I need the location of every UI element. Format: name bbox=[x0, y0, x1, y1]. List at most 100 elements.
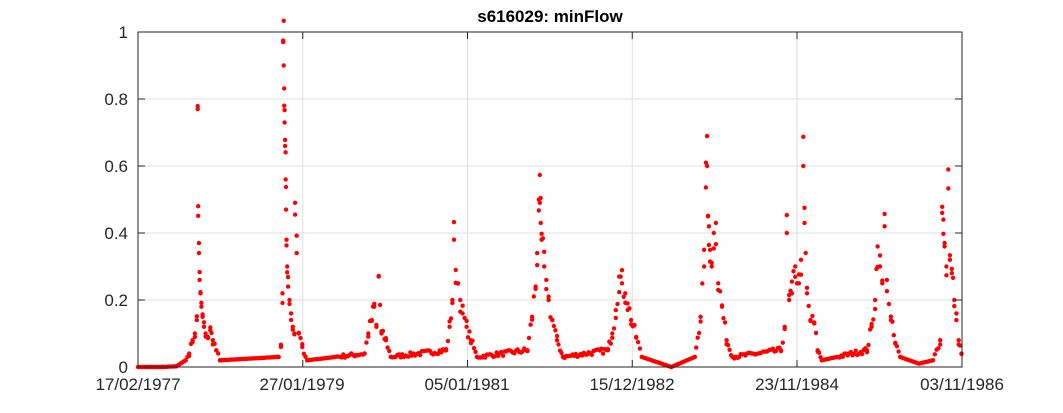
data-point bbox=[195, 106, 200, 112]
data-point bbox=[216, 351, 221, 356]
data-point bbox=[853, 348, 858, 353]
chart-title: s616029: minFlow bbox=[477, 7, 623, 26]
data-point bbox=[560, 354, 566, 360]
data-point bbox=[448, 316, 454, 321]
data-point bbox=[458, 297, 463, 303]
data-point bbox=[615, 301, 620, 307]
axis-ticks bbox=[137, 31, 963, 368]
data-point bbox=[417, 352, 423, 358]
data-point bbox=[940, 210, 945, 216]
data-point bbox=[282, 103, 287, 108]
data-point bbox=[535, 262, 540, 268]
data-point bbox=[525, 348, 530, 353]
data-point bbox=[947, 253, 953, 258]
data-point bbox=[205, 334, 211, 340]
data-point bbox=[617, 274, 622, 279]
x-tick-labels: 17/02/1977 27/01/1979 05/01/1981 15/12/1… bbox=[95, 375, 1003, 394]
data-point bbox=[700, 281, 705, 286]
data-point bbox=[801, 134, 806, 139]
data-point bbox=[778, 348, 784, 353]
data-point bbox=[288, 317, 294, 323]
data-point bbox=[546, 297, 551, 303]
data-point bbox=[292, 212, 298, 217]
data-point bbox=[542, 249, 547, 254]
data-point bbox=[296, 331, 301, 336]
data-point bbox=[276, 354, 281, 360]
data-point bbox=[282, 86, 287, 91]
data-point bbox=[285, 270, 290, 275]
data-point bbox=[406, 354, 411, 359]
data-point bbox=[526, 335, 532, 341]
data-point bbox=[938, 338, 943, 343]
data-point bbox=[460, 311, 465, 316]
data-point bbox=[730, 354, 735, 360]
data-point bbox=[884, 277, 890, 283]
y-tick-label: 0.8 bbox=[104, 90, 128, 109]
data-point bbox=[535, 250, 540, 256]
data-point bbox=[292, 200, 298, 205]
data-point bbox=[282, 143, 288, 149]
data-point bbox=[287, 301, 292, 307]
x-tick-label: 27/01/1979 bbox=[259, 375, 344, 394]
data-point bbox=[305, 358, 310, 363]
data-point bbox=[468, 338, 474, 343]
data-point bbox=[600, 351, 606, 356]
data-point bbox=[946, 167, 951, 172]
data-point bbox=[806, 303, 811, 309]
data-point bbox=[280, 300, 285, 306]
data-point bbox=[447, 324, 452, 329]
data-point bbox=[625, 301, 630, 306]
data-point bbox=[793, 264, 798, 269]
data-point bbox=[617, 289, 622, 295]
data-point bbox=[196, 204, 201, 209]
data-point bbox=[882, 224, 887, 229]
data-point bbox=[627, 306, 632, 311]
data-point bbox=[212, 341, 217, 346]
data-point bbox=[208, 327, 213, 333]
data-point bbox=[464, 318, 469, 324]
data-point bbox=[453, 267, 458, 273]
data-point bbox=[278, 344, 284, 350]
data-point bbox=[610, 335, 615, 340]
data-point bbox=[500, 353, 506, 358]
data-point bbox=[786, 297, 792, 303]
data-point bbox=[698, 319, 703, 324]
x-tick-label: 23/11/1984 bbox=[755, 375, 839, 394]
data-point bbox=[634, 334, 639, 340]
data-point bbox=[285, 264, 290, 269]
data-point bbox=[376, 274, 381, 279]
data-points bbox=[135, 18, 964, 370]
data-point bbox=[725, 342, 731, 348]
data-point bbox=[952, 303, 957, 309]
data-point bbox=[374, 324, 379, 329]
data-point bbox=[888, 314, 894, 319]
data-point bbox=[877, 253, 883, 258]
data-point bbox=[940, 204, 945, 209]
data-point bbox=[698, 314, 703, 319]
data-point bbox=[537, 172, 542, 178]
data-point bbox=[703, 160, 709, 165]
data-point bbox=[891, 333, 896, 338]
data-point bbox=[936, 346, 941, 351]
data-point bbox=[623, 291, 628, 296]
data-point bbox=[802, 205, 807, 210]
data-point bbox=[546, 294, 551, 299]
data-point bbox=[898, 354, 903, 360]
data-point bbox=[200, 314, 205, 319]
data-point bbox=[780, 340, 785, 345]
data-point bbox=[294, 233, 299, 238]
data-point bbox=[711, 230, 716, 236]
data-point bbox=[281, 63, 286, 68]
data-point bbox=[292, 331, 297, 336]
data-point bbox=[201, 324, 207, 329]
data-point bbox=[692, 354, 697, 360]
data-point bbox=[199, 304, 204, 309]
data-point bbox=[869, 324, 874, 329]
data-point bbox=[801, 163, 806, 169]
data-point bbox=[471, 346, 477, 351]
data-point bbox=[696, 330, 702, 336]
data-point bbox=[798, 272, 804, 277]
plot-frame bbox=[137, 31, 963, 368]
data-point bbox=[536, 197, 541, 202]
data-point bbox=[628, 317, 634, 323]
